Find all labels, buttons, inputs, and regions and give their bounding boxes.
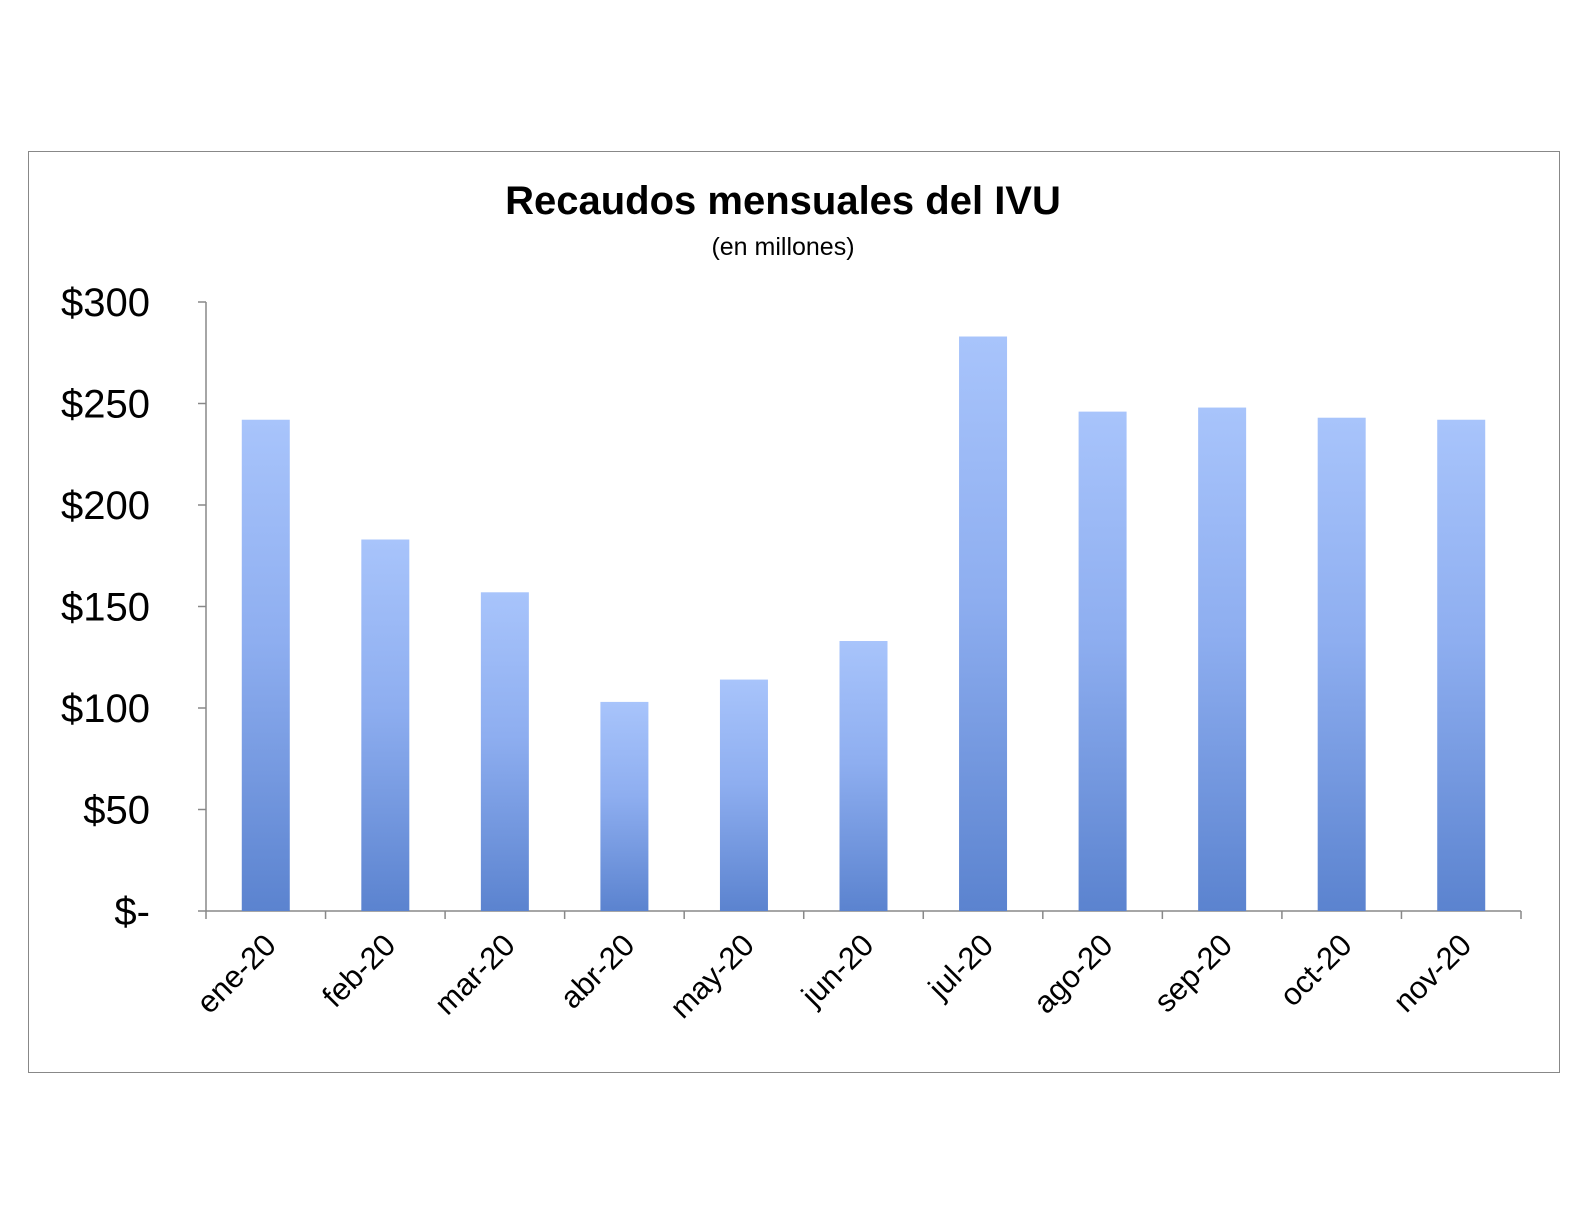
x-tick-label: oct-20 bbox=[1273, 927, 1359, 1013]
bar-may-20 bbox=[719, 679, 768, 911]
y-tick-label: $300 bbox=[61, 281, 150, 325]
y-tick-label: $200 bbox=[61, 484, 150, 528]
bars bbox=[241, 336, 1486, 911]
x-tick-label: abr-20 bbox=[553, 927, 641, 1015]
y-tick-label: $- bbox=[114, 890, 150, 934]
x-tick-label: jun-20 bbox=[794, 927, 880, 1013]
bar-ene-20 bbox=[241, 419, 290, 911]
bar-ago-20 bbox=[1078, 411, 1127, 911]
bar-oct-20 bbox=[1317, 417, 1366, 911]
x-tick-label: jul-20 bbox=[921, 927, 1000, 1006]
bar-feb-20 bbox=[361, 539, 410, 911]
bar-nov-20 bbox=[1437, 419, 1486, 911]
bar-abr-20 bbox=[600, 701, 649, 911]
x-tick-label: ago-20 bbox=[1027, 927, 1120, 1020]
bar-jul-20 bbox=[959, 336, 1008, 911]
bar-jun-20 bbox=[839, 641, 888, 911]
bar-mar-20 bbox=[480, 592, 529, 911]
chart-svg: Recaudos mensuales del IVU (en millones)… bbox=[61, 179, 1522, 1025]
x-tick-label: may-20 bbox=[663, 927, 761, 1025]
y-tick-label: $50 bbox=[83, 789, 150, 833]
y-tick-label: $250 bbox=[61, 383, 150, 427]
x-tick-label: ene-20 bbox=[190, 927, 283, 1020]
x-tick-label: sep-20 bbox=[1147, 927, 1239, 1019]
y-tick-label: $100 bbox=[61, 687, 150, 731]
bar-sep-20 bbox=[1198, 407, 1247, 911]
y-axis: $- $50 $100 $150 $200 $250 $300 bbox=[61, 281, 207, 934]
x-tick-label: feb-20 bbox=[315, 927, 402, 1014]
y-tick-label: $150 bbox=[61, 586, 150, 630]
x-axis: ene-20 feb-20 mar-20 abr-20 may-20 jun-20 jul-… bbox=[190, 910, 1522, 1025]
x-tick-label: mar-20 bbox=[428, 927, 522, 1021]
chart-title: Recaudos mensuales del IVU bbox=[505, 179, 1061, 223]
chart-frame: Recaudos mensuales del IVU (en millones)… bbox=[28, 151, 1560, 1073]
x-tick-label: nov-20 bbox=[1386, 927, 1478, 1019]
chart-subtitle: (en millones) bbox=[711, 233, 854, 261]
